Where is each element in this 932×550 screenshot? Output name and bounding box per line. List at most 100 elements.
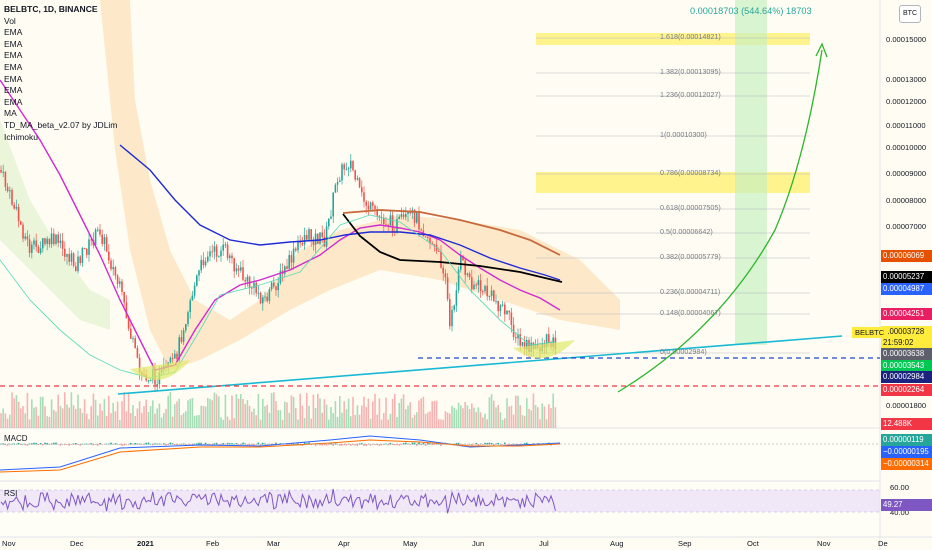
rsi-band bbox=[0, 490, 880, 512]
volume-bar bbox=[277, 410, 279, 428]
indicator-0[interactable]: Vol bbox=[4, 15, 16, 26]
macd-bar bbox=[378, 444, 381, 446]
currency-button[interactable]: BTC bbox=[899, 5, 921, 23]
volume-bar bbox=[211, 400, 213, 428]
candle-body bbox=[220, 250, 222, 257]
candle-body bbox=[72, 253, 75, 267]
volume-bar bbox=[341, 412, 343, 428]
macd-bar bbox=[185, 444, 187, 446]
candle-body bbox=[169, 357, 172, 363]
indicator-4[interactable]: EMA bbox=[4, 61, 23, 72]
macd-bar bbox=[31, 443, 33, 445]
volume-bar bbox=[515, 395, 517, 428]
macd-bar bbox=[121, 444, 123, 446]
candle-body bbox=[444, 273, 447, 278]
price-box: 21:59:02 bbox=[881, 337, 932, 349]
macd-bar bbox=[497, 442, 499, 445]
candle-body bbox=[191, 295, 194, 301]
macd-bar bbox=[363, 444, 365, 446]
macd-bar bbox=[409, 444, 411, 445]
volume-bar bbox=[4, 413, 7, 428]
macd-bar bbox=[323, 444, 326, 446]
indicator-3[interactable]: EMA bbox=[4, 50, 23, 61]
candle-body bbox=[323, 236, 326, 247]
macd-bar bbox=[517, 444, 519, 445]
candle-body bbox=[202, 259, 205, 266]
candle-body bbox=[455, 290, 458, 306]
volume-bar bbox=[92, 393, 95, 428]
volume-bar bbox=[462, 408, 464, 428]
macd-bar bbox=[218, 444, 220, 446]
candle-body bbox=[477, 280, 480, 286]
volume-bar bbox=[321, 412, 323, 428]
volume-bar bbox=[319, 398, 321, 428]
volume-bar bbox=[198, 415, 200, 428]
volume-bar bbox=[543, 406, 546, 428]
volume-bar bbox=[226, 416, 229, 428]
macd-bar bbox=[510, 444, 513, 446]
indicator-10[interactable]: Ichimoku bbox=[4, 131, 39, 142]
macd-bar bbox=[92, 444, 95, 446]
macd-bar bbox=[405, 442, 407, 445]
candle-body bbox=[462, 256, 464, 261]
volume-bar bbox=[50, 399, 53, 428]
macd-bar bbox=[504, 442, 506, 445]
candle-body bbox=[306, 235, 308, 240]
indicator-6[interactable]: EMA bbox=[4, 85, 23, 96]
candle-body bbox=[17, 207, 20, 222]
candle-body bbox=[273, 282, 275, 287]
candle-body bbox=[0, 170, 2, 173]
candle-body bbox=[400, 214, 403, 217]
volume-bar bbox=[246, 400, 249, 428]
volume-bar bbox=[213, 392, 216, 428]
volume-bar bbox=[345, 409, 348, 428]
candle-body bbox=[235, 268, 238, 272]
indicator-7[interactable]: EMA bbox=[4, 96, 23, 107]
macd-bar bbox=[70, 444, 73, 445]
indicator-9[interactable]: TD_MA_beta_v2.07 by JDLim bbox=[4, 119, 118, 130]
volume-bar bbox=[141, 412, 143, 428]
volume-bar bbox=[506, 398, 508, 428]
candle-body bbox=[449, 299, 451, 327]
volume-bar bbox=[20, 408, 22, 428]
candle-body bbox=[108, 251, 110, 261]
volume-bar bbox=[354, 414, 356, 428]
volume-bar bbox=[125, 411, 128, 428]
macd-bar bbox=[35, 442, 37, 445]
candle-body bbox=[325, 226, 328, 247]
macd-title: MACD bbox=[4, 434, 28, 443]
volume-bar bbox=[431, 401, 433, 428]
volume-bar bbox=[248, 405, 251, 428]
candle-body bbox=[347, 168, 350, 170]
price-box: 12.488K bbox=[881, 418, 932, 430]
fib-label: 0.148(0.00004067) bbox=[660, 308, 721, 317]
macd-bar bbox=[482, 444, 484, 445]
candle-body bbox=[453, 305, 455, 310]
symbol-header[interactable]: BELBTC, 1D, BINANCE bbox=[4, 4, 98, 14]
price-tick: 0.00012000 bbox=[886, 97, 927, 106]
volume-bar bbox=[237, 398, 240, 428]
volume-bar bbox=[380, 419, 383, 428]
rsi-value: 49.27 bbox=[881, 499, 932, 511]
candle-body bbox=[497, 300, 499, 312]
indicator-5[interactable]: EMA bbox=[4, 73, 23, 84]
macd-bar bbox=[369, 444, 372, 446]
macd-signal bbox=[0, 439, 561, 473]
macd-bar bbox=[286, 444, 288, 446]
indicator-8[interactable]: MA bbox=[4, 108, 17, 119]
macd-bar bbox=[508, 444, 510, 446]
macd-bar bbox=[345, 444, 348, 446]
macd-bar bbox=[141, 444, 143, 445]
volume-bar bbox=[389, 413, 392, 428]
indicator-2[interactable]: EMA bbox=[4, 38, 23, 49]
candle-body bbox=[389, 215, 392, 226]
volume-bar bbox=[528, 408, 530, 428]
macd-bar bbox=[88, 444, 90, 445]
macd-bar bbox=[145, 442, 147, 445]
macd-bar bbox=[200, 442, 202, 445]
volume-bar bbox=[299, 393, 301, 428]
volume-bar bbox=[464, 401, 466, 428]
macd-bar bbox=[68, 444, 70, 446]
indicator-1[interactable]: EMA bbox=[4, 27, 23, 38]
